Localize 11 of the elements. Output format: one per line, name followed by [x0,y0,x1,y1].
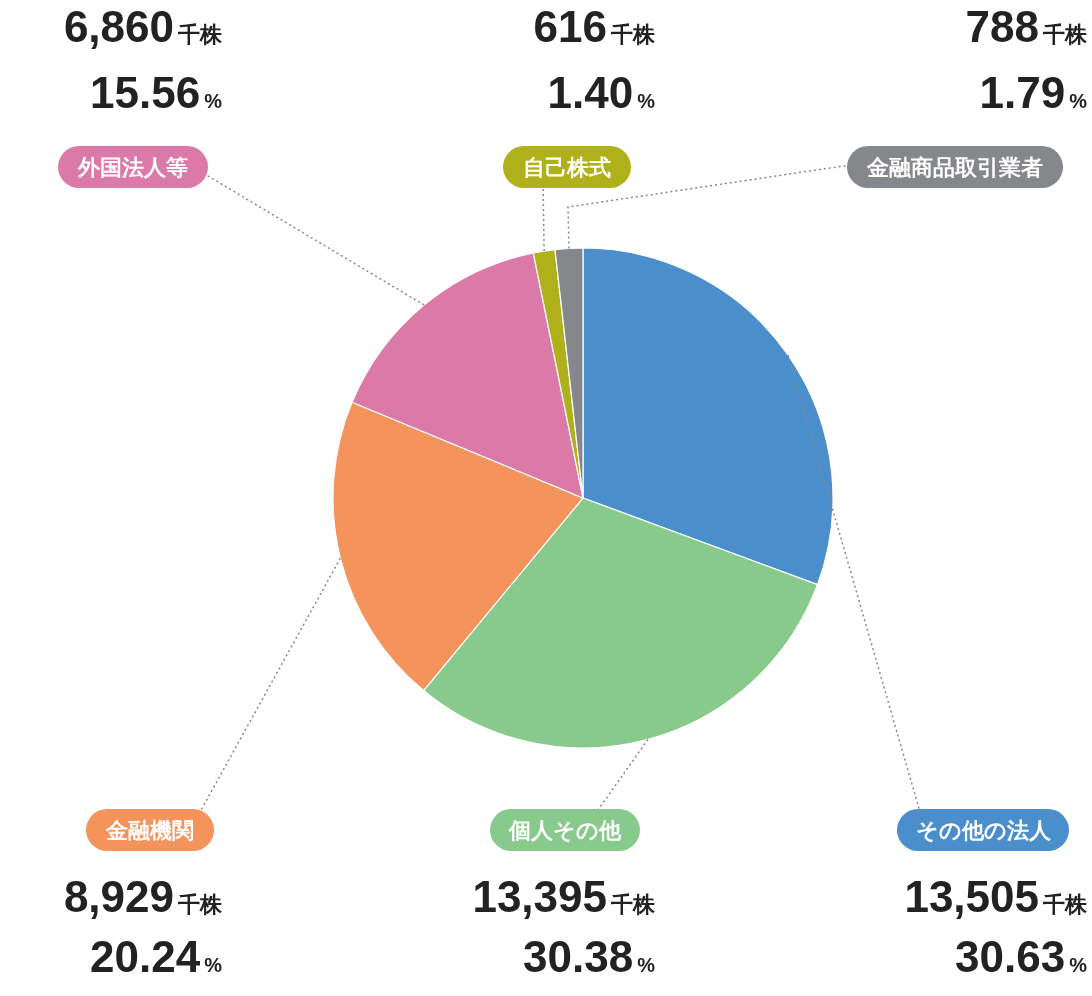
data-label: 788千株 1.79% [965,2,1088,117]
data-label: 13,395千株 30.38% [472,872,656,981]
slice-label: 自己株式 [523,155,611,180]
slice-label: 金融機関 [105,818,194,843]
slice-label: 金融商品取引業者 [866,155,1043,180]
data-label: 13,505千株 30.63% [904,872,1088,981]
slice-label: 個人その他 [508,818,622,843]
data-label: 8,929千株 20.24% [63,872,223,981]
slice-label: 外国法人等 [77,155,188,180]
data-label: 616千株 1.40% [533,2,656,117]
slice-label: その他の法人 [915,818,1052,843]
